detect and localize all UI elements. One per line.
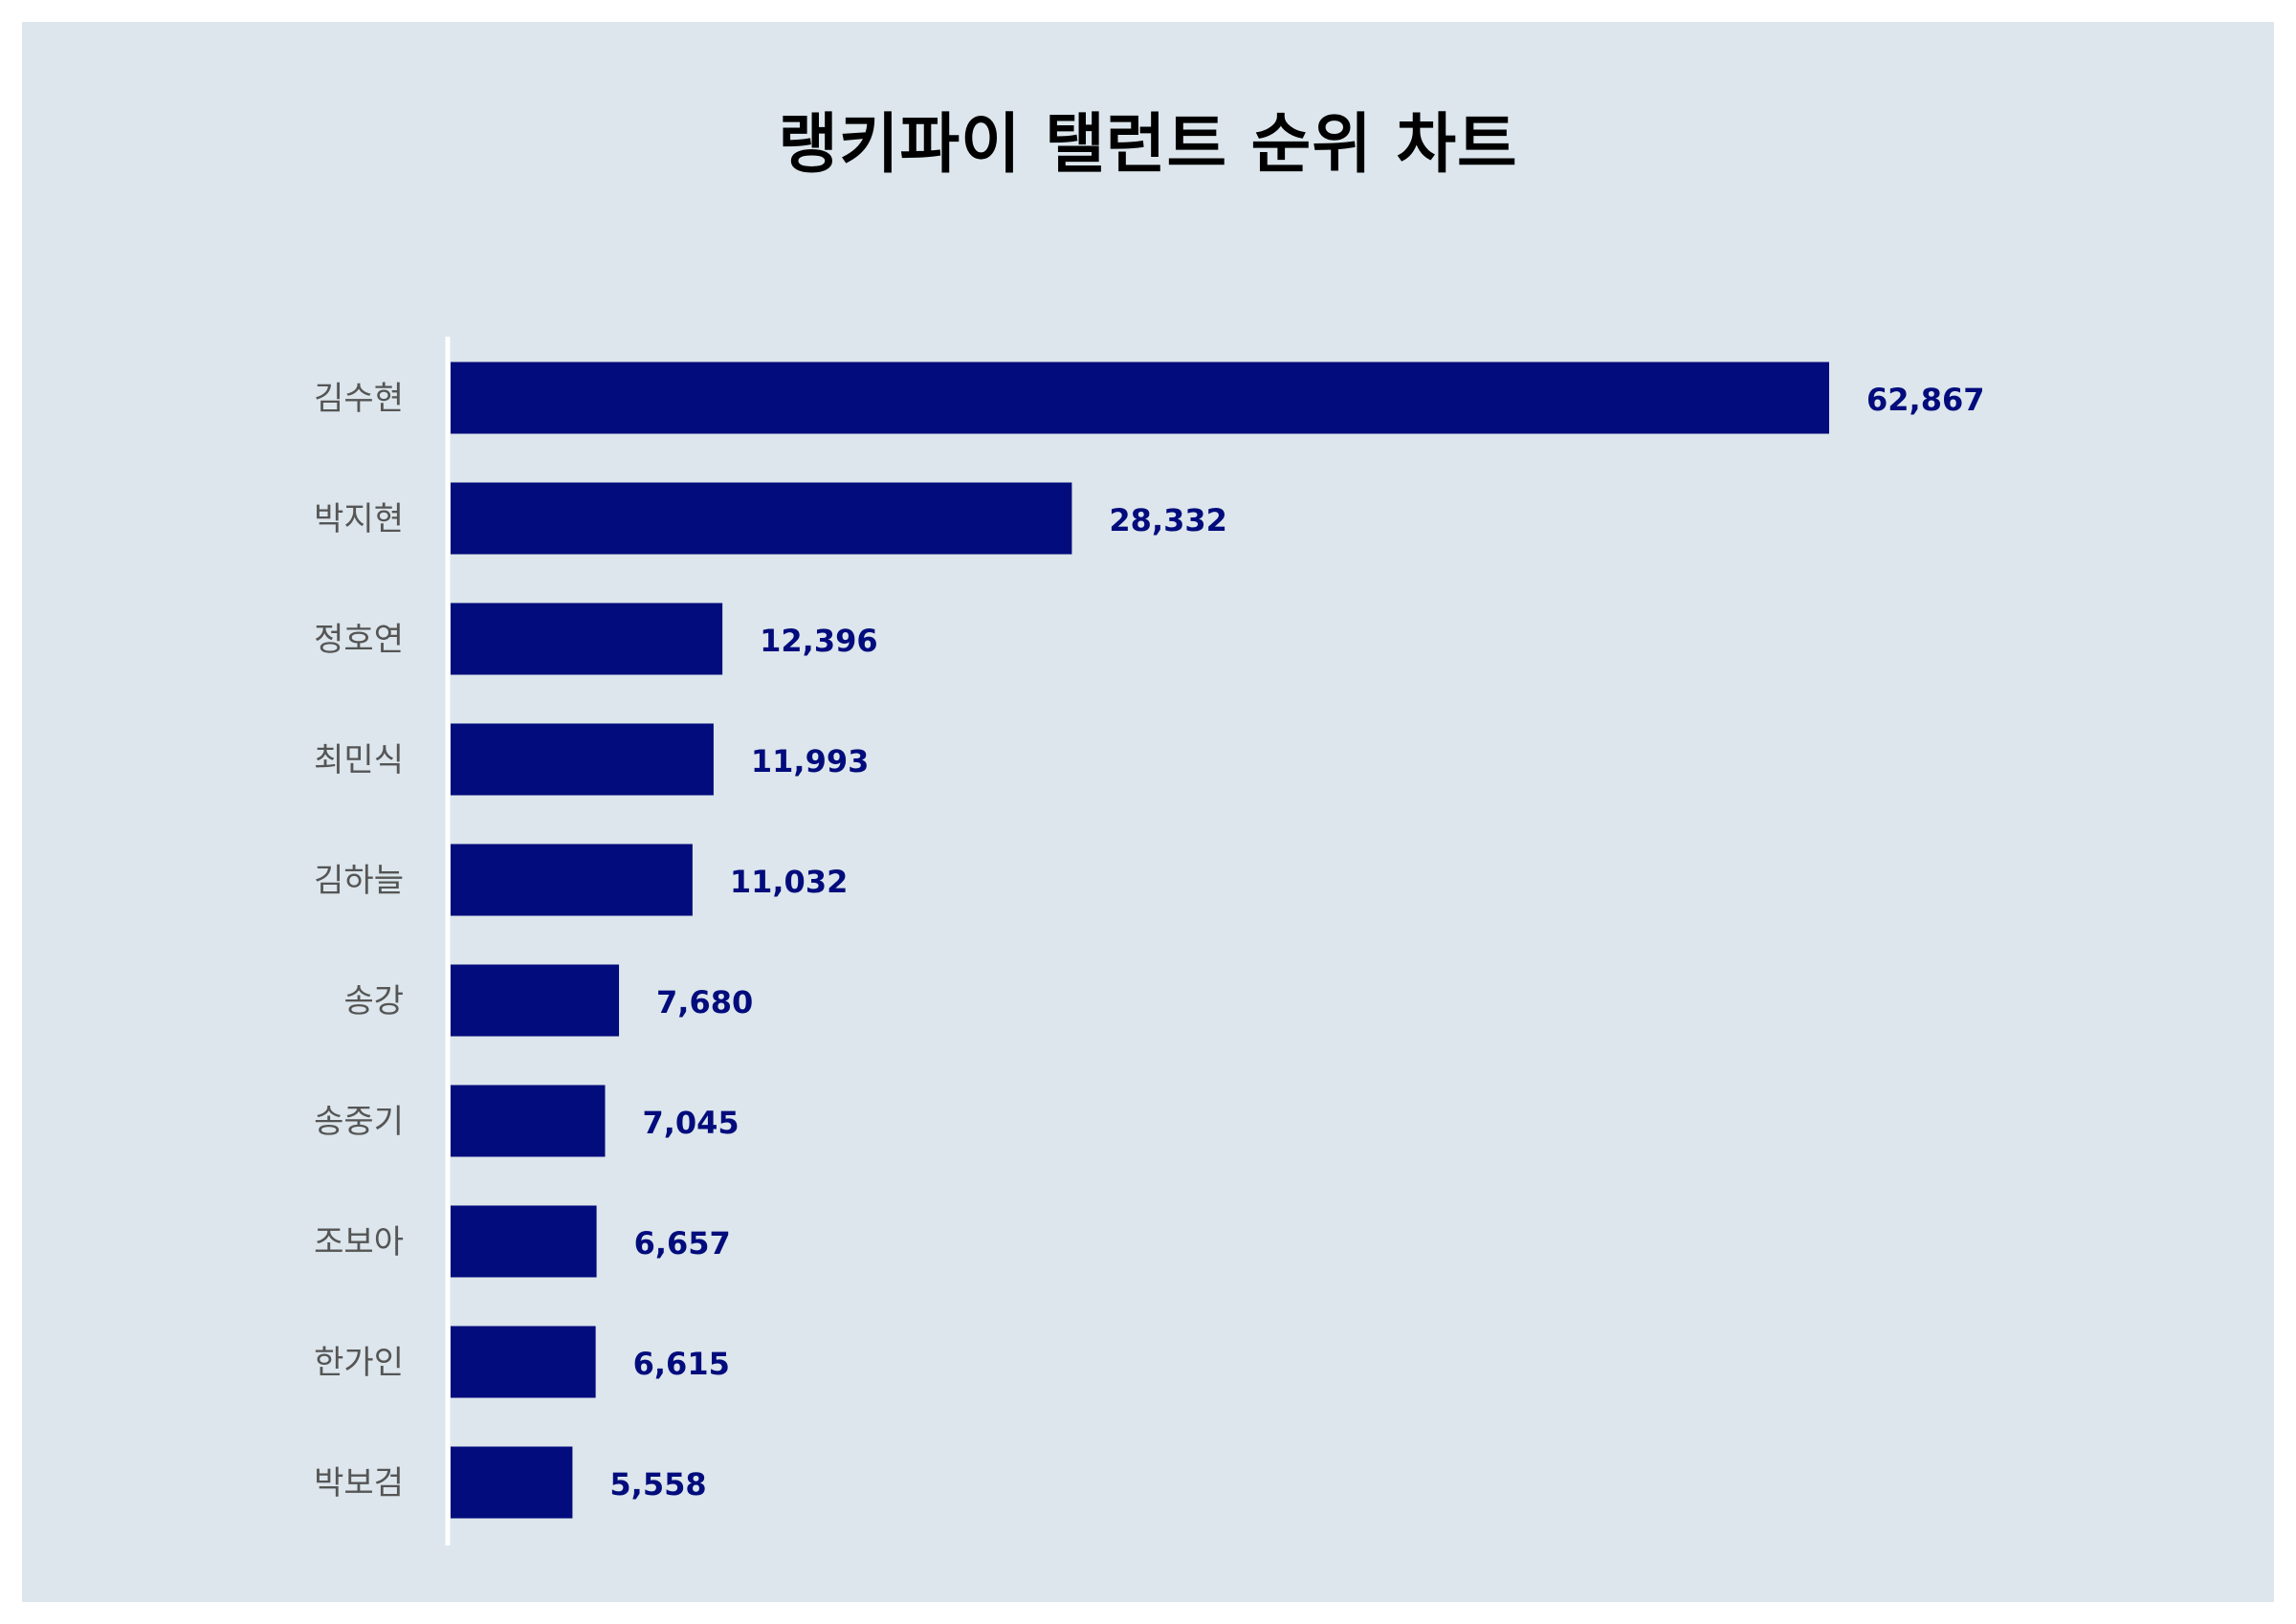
category-label-8: 조보아 [314, 1223, 404, 1262]
bar-10 [451, 1446, 573, 1519]
category-label-2: 박지현 [314, 500, 404, 538]
category-label-7: 송중기 [314, 1103, 404, 1141]
bar-3 [451, 603, 723, 675]
value-label-4: 11,993 [751, 743, 869, 779]
value-label-9: 6,615 [633, 1346, 730, 1382]
chart-background [22, 22, 2274, 1602]
bars-group [451, 362, 1829, 1519]
bar-5 [451, 844, 693, 916]
value-label-6: 7,680 [656, 984, 753, 1020]
value-label-3: 12,396 [760, 623, 877, 659]
value-label-10: 5,558 [609, 1466, 706, 1503]
bar-6 [451, 964, 620, 1037]
category-label-4: 최민식 [314, 741, 404, 779]
value-labels-group: 62,867 28,332 12,396 11,993 11,032 7,680 7,045… [609, 382, 1984, 1503]
category-label-10: 박보검 [314, 1464, 404, 1503]
bar-1 [451, 362, 1829, 434]
value-label-5: 11,032 [730, 864, 848, 900]
value-label-2: 28,332 [1109, 502, 1226, 538]
category-label-6: 송강 [343, 982, 404, 1020]
bar-9 [451, 1326, 596, 1398]
category-label-1: 김수현 [314, 380, 404, 418]
bar-8 [451, 1205, 597, 1278]
category-label-9: 한가인 [314, 1344, 404, 1382]
chart-title: 랭키파이 탤런트 순위 차트 [778, 107, 1518, 183]
value-label-1: 62,867 [1866, 382, 1984, 418]
category-label-5: 김하늘 [314, 862, 404, 900]
bar-7 [451, 1085, 606, 1157]
category-label-3: 정호연 [314, 621, 404, 659]
value-label-8: 6,657 [634, 1225, 731, 1262]
bar-4 [451, 723, 714, 796]
value-label-7: 7,045 [642, 1105, 739, 1141]
bar-2 [451, 482, 1072, 555]
